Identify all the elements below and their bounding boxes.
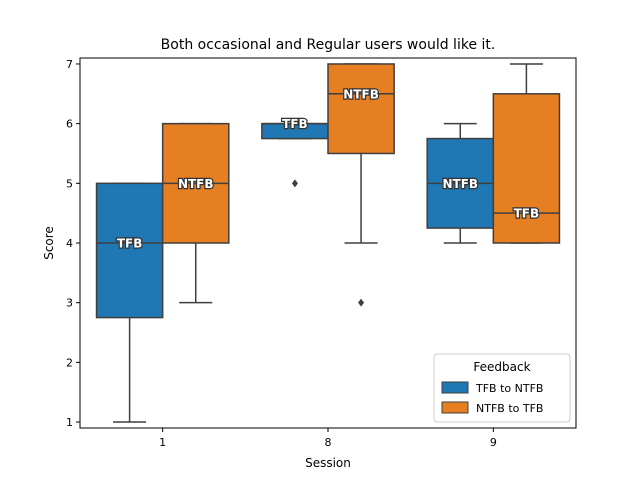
y-tick-label: 1 <box>66 416 73 429</box>
box-ntfb-to-tfb-session-9: TFB <box>492 63 561 244</box>
legend-swatch <box>441 401 469 414</box>
box-label: TFB <box>514 207 540 221</box>
box-label: NTFB <box>343 87 379 101</box>
box-tfb-to-ntfb-session-8: TFB <box>261 116 329 188</box>
legend: Feedback TFB to NTFB NTFB to TFB <box>433 353 571 423</box>
y-tick-label: 4 <box>66 237 73 250</box>
box-tfb-to-ntfb-session-1: TFB <box>95 182 164 423</box>
x-axis-label: Session <box>305 456 351 470</box>
box-ntfb-to-tfb-session-1: NTFB <box>161 122 230 304</box>
legend-swatch <box>441 381 469 394</box>
x-tick-label: 8 <box>325 436 332 449</box>
outlier-point <box>358 298 365 307</box>
axes: 1 2 3 4 5 6 7 1 8 9 <box>66 58 497 449</box>
y-tick-label: 5 <box>66 177 73 190</box>
plot-area: TFB TFB NTFB NTFB NTFB TFB <box>95 63 561 423</box>
x-tick-label: 9 <box>490 436 497 449</box>
x-tick-label: 1 <box>159 436 166 449</box>
chart-title: Both occasional and Regular users would … <box>161 37 496 53</box>
box-label: NTFB <box>178 177 214 191</box>
box-tfb-to-ntfb-session-9: NTFB <box>426 122 495 244</box>
legend-title: Feedback <box>473 360 530 374</box>
box-label: NTFB <box>442 177 478 191</box>
y-tick-label: 3 <box>66 297 73 310</box>
y-tick-label: 6 <box>66 118 73 131</box>
box-ntfb-to-tfb-session-8: NTFB <box>327 63 395 307</box>
box-iqr <box>95 182 164 319</box>
legend-entry-label: NTFB to TFB <box>476 402 543 415</box>
box-label: TFB <box>117 237 143 251</box>
outlier-point <box>291 179 298 188</box>
box-iqr <box>327 63 395 155</box>
box-iqr <box>492 93 561 244</box>
y-tick-label: 2 <box>66 356 73 369</box>
box-label: TFB <box>282 117 308 131</box>
y-tick-label: 7 <box>66 58 73 71</box>
y-axis-label: Score <box>42 226 56 260</box>
legend-entry-label: TFB to NTFB <box>475 382 543 395</box>
